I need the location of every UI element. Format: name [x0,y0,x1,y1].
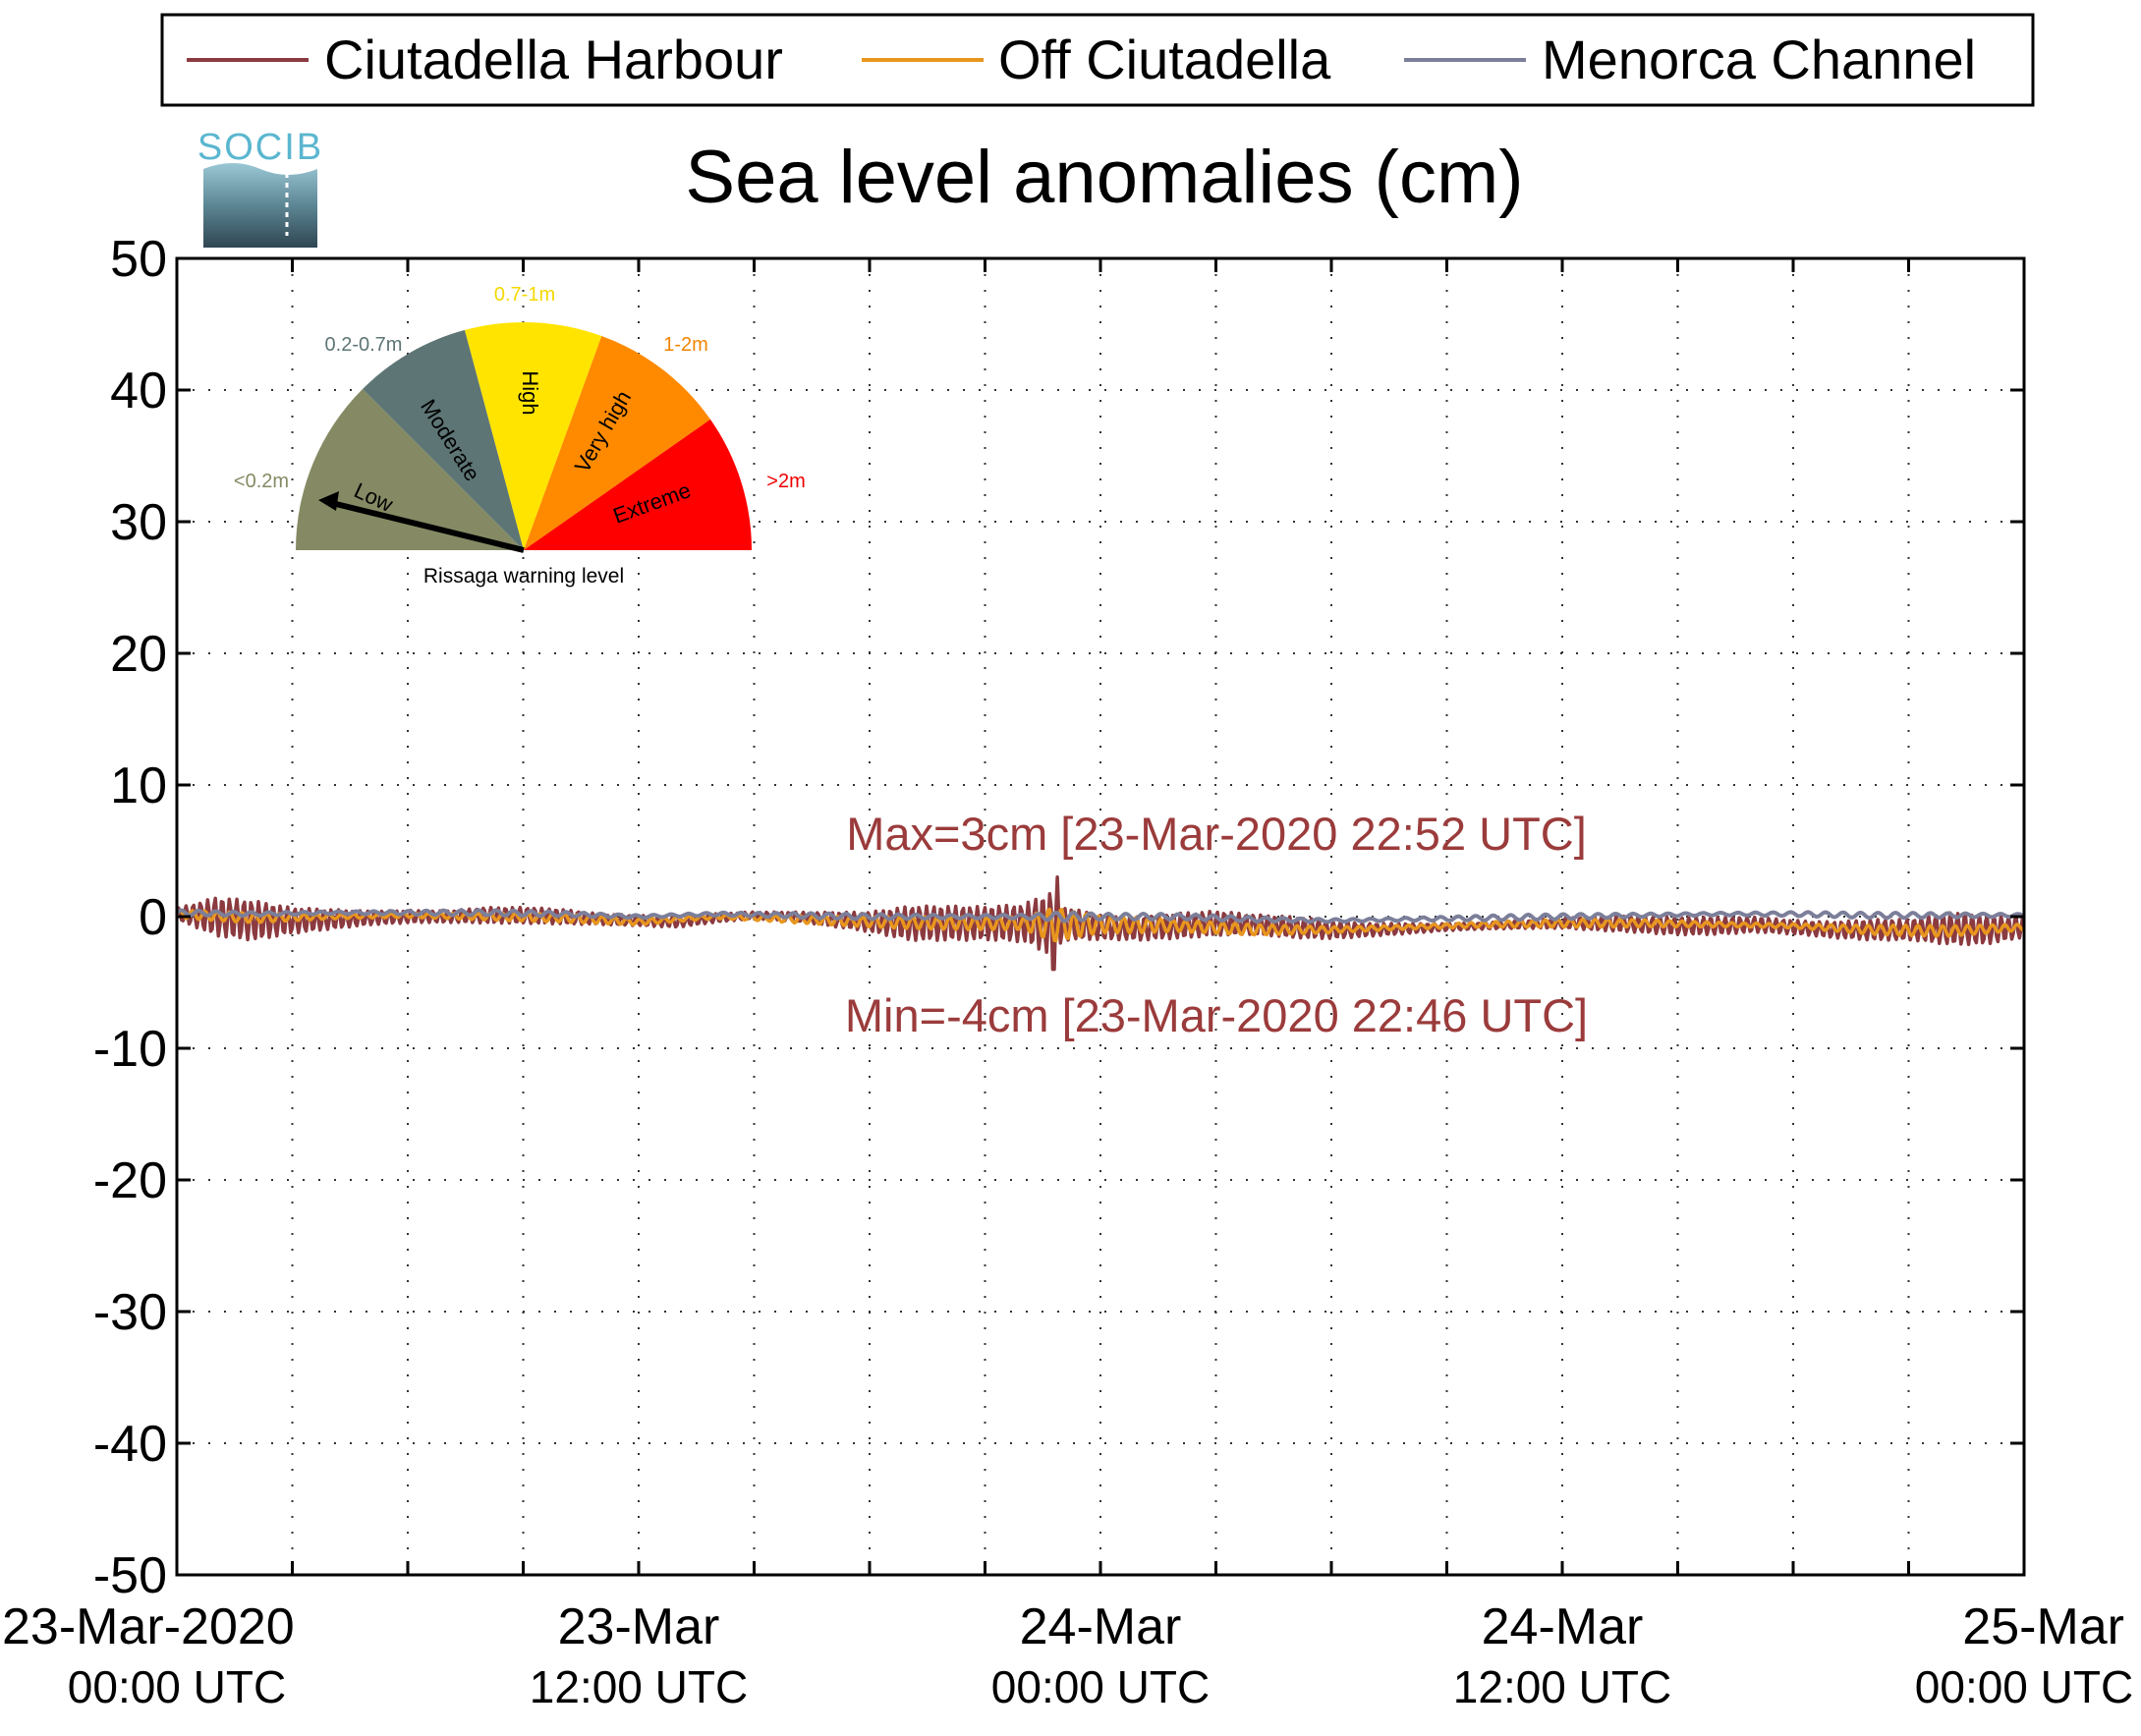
y-tick-label: 40 [110,363,167,420]
gauge-needle-tip [318,491,339,511]
y-tick-label: 50 [110,231,167,288]
y-tick-label: -20 [93,1152,167,1209]
socib-logo-wave [203,163,317,248]
gauge-range-labels: <0.2m 0.2-0.7m 0.7-1m 1-2m >2m [234,284,806,492]
socib-logo-text: SOCIB [197,127,323,168]
gauge-range-label: 1-2m [663,334,708,356]
gauge-needle [335,501,525,553]
x-tick-label-date: 23-Mar-2020 [2,1598,295,1655]
x-axis: 23-Mar-2020 00:00 UTC 23-Mar 12:00 UTC 24-Ma… [2,258,2133,1712]
gauge-range-label: 0.7-1m [494,284,555,306]
y-tick-label: -50 [93,1547,167,1604]
x-tick-label-date: 24-Mar [1482,1598,1644,1655]
x-tick-label-time: 12:00 UTC [530,1661,748,1712]
y-tick-label: -30 [93,1284,167,1341]
chart-title: Sea level anomalies (cm) [685,136,1523,219]
x-tick-label-time: 00:00 UTC [68,1661,286,1712]
x-tick-label-date: 23-Mar [558,1598,720,1655]
y-tick-label: -40 [93,1416,167,1473]
socib-logo: SOCIB [197,127,323,248]
data-series [175,875,2026,972]
gauge-range-label: >2m [766,471,805,492]
gauge-segment-high [465,322,602,550]
max-annotation: Max=3cm [23-Mar-2020 22:52 UTC] [846,808,1587,860]
legend-label-ciutadella-harbour: Ciutadella Harbour [324,28,783,90]
y-axis: 50 40 30 20 10 0 -10 -20 -30 -40 -50 [93,231,2024,1604]
gauge-segment-moderate [363,329,524,550]
gauge-level-label: High [518,370,542,415]
min-annotation: Min=-4cm [23-Mar-2020 22:46 UTC] [845,989,1588,1041]
x-tick-label-time: 00:00 UTC [1915,1661,2133,1712]
rissaga-warning-gauge: <0.2m0.2-0.7m0.7-1m1-2m>2m LowModerateHi… [234,284,806,588]
x-tick-label-time: 12:00 UTC [1453,1661,1671,1712]
legend-label-menorca-channel: Menorca Channel [1542,28,1976,90]
gauge-range-label: <0.2m [234,471,289,492]
gauge-caption: Rissaga warning level [423,565,624,588]
y-tick-label: 10 [110,757,167,814]
legend-label-off-ciutadella: Off Ciutadella [998,28,1331,90]
gauge-range-label: 0.2-0.7m [325,334,403,356]
y-tick-label: 20 [110,626,167,683]
y-tick-label: 30 [110,494,167,551]
legend-box [160,13,2035,107]
x-tick-label-time: 00:00 UTC [991,1661,1210,1712]
y-tick-label: 0 [139,889,167,946]
y-tick-label: -10 [93,1021,167,1078]
legend: Ciutadella Harbour Off Ciutadella Menorc… [160,13,2035,107]
gauge-segment-extreme [524,419,752,550]
x-tick-label-date: 24-Mar [1020,1598,1182,1655]
x-tick-label-date: 25-Mar [1962,1598,2124,1655]
gauge-segment-very-high [524,336,710,550]
series-line-menorca-channel [175,908,2025,924]
